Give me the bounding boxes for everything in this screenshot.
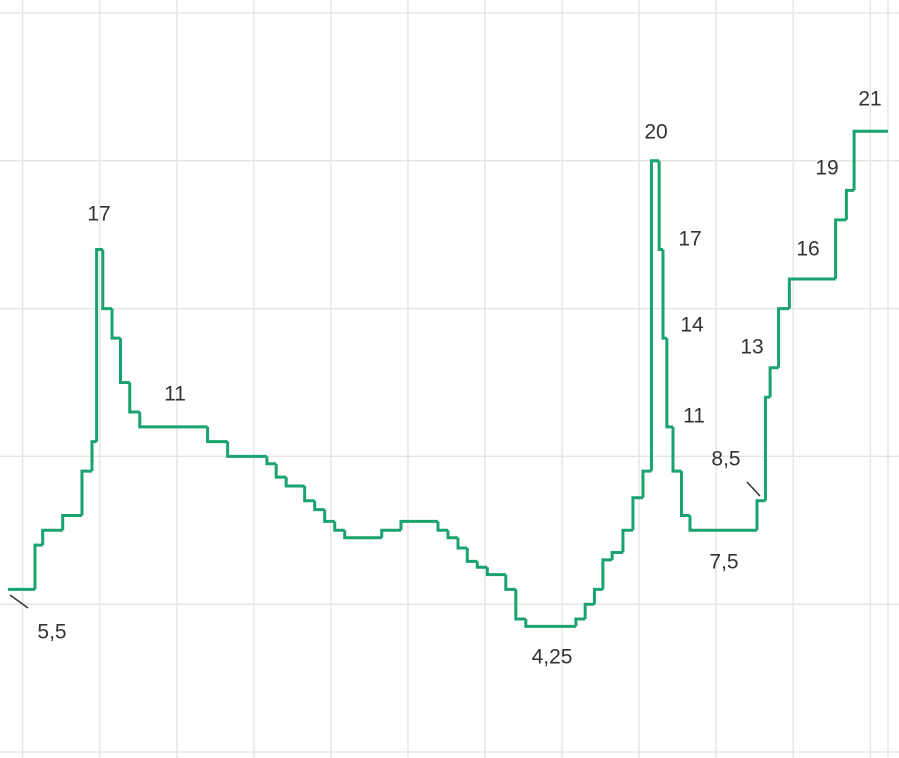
step-segment — [631, 496, 643, 531]
step-segment — [128, 382, 140, 414]
step-segment — [456, 537, 468, 550]
step-segment — [844, 188, 855, 220]
value-label: 17 — [87, 203, 110, 226]
step-segment — [763, 395, 771, 501]
value-label: 19 — [815, 157, 838, 180]
step-segment — [524, 618, 576, 628]
step-segment — [226, 441, 267, 458]
step-segment — [610, 550, 623, 560]
step-segment — [206, 426, 228, 444]
step-segment — [661, 249, 667, 340]
step-segment — [61, 514, 82, 531]
step-segment — [787, 277, 836, 309]
step-segment — [601, 558, 613, 590]
step-segment — [621, 528, 633, 553]
step-segment — [649, 159, 660, 472]
step-segment — [834, 218, 847, 280]
step-segment — [852, 129, 888, 191]
step-segment — [436, 521, 448, 532]
step-segment — [399, 519, 438, 531]
step-segment — [446, 530, 459, 540]
step-segment — [592, 587, 603, 605]
value-label: 13 — [740, 336, 763, 359]
step-segment — [755, 499, 766, 531]
step-segment — [641, 469, 652, 498]
value-label: 8,5 — [711, 448, 740, 471]
step-segment — [101, 249, 113, 311]
step-segment — [80, 469, 92, 516]
step-segment — [343, 530, 382, 540]
step-segment — [777, 307, 790, 368]
step-segment — [274, 463, 287, 479]
step-segment — [41, 528, 63, 546]
step-segment — [475, 561, 488, 569]
value-label: 5,5 — [37, 621, 66, 644]
step-segment — [671, 426, 682, 473]
label-leader — [9, 594, 29, 609]
step-segment — [679, 471, 690, 518]
step-segment — [313, 500, 325, 512]
value-label: 11 — [164, 383, 186, 406]
step-segment — [333, 521, 345, 532]
step-segment — [657, 160, 663, 251]
step-segment — [90, 440, 97, 472]
step-segment — [665, 338, 674, 429]
step-segment — [110, 308, 121, 340]
step-segment — [284, 477, 305, 488]
step-segment — [323, 509, 335, 523]
step-segment — [465, 548, 478, 563]
step-segment — [768, 366, 779, 398]
value-label: 21 — [858, 88, 881, 111]
step-segment — [504, 574, 516, 591]
label-leader — [746, 481, 761, 497]
value-label: 16 — [796, 238, 819, 261]
value-label: 17 — [678, 228, 701, 251]
value-label: 20 — [644, 121, 667, 144]
step-segment — [33, 543, 43, 590]
value-label: 4,25 — [532, 646, 573, 669]
step-segment — [574, 617, 586, 627]
value-label: 7,5 — [709, 551, 738, 574]
step-segment — [514, 589, 526, 621]
step-segment — [380, 528, 401, 538]
step-segment — [303, 485, 315, 503]
step-segment — [119, 338, 130, 384]
step-segment — [265, 456, 277, 466]
step-segment — [485, 567, 506, 577]
step-segment — [138, 412, 208, 429]
step-segment — [95, 247, 103, 442]
step-segment — [688, 515, 758, 532]
value-label: 11 — [683, 405, 705, 428]
value-label: 14 — [680, 314, 704, 337]
step-segment — [583, 602, 595, 619]
